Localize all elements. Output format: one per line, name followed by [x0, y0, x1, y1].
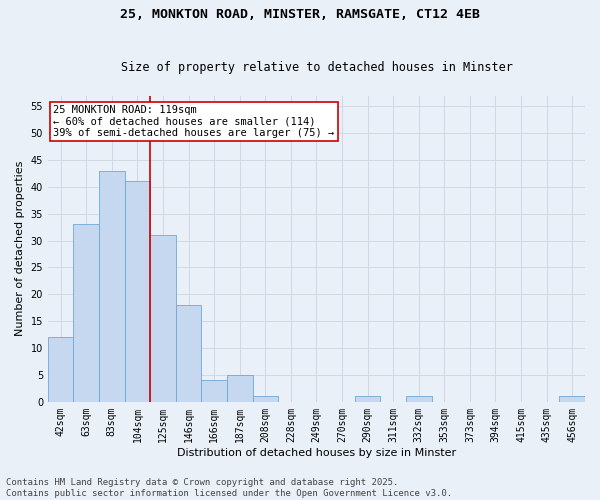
Text: 25, MONKTON ROAD, MINSTER, RAMSGATE, CT12 4EB: 25, MONKTON ROAD, MINSTER, RAMSGATE, CT1…: [120, 8, 480, 20]
Bar: [48, 338, 73, 402]
Title: Size of property relative to detached houses in Minster: Size of property relative to detached ho…: [121, 60, 512, 74]
Bar: [559, 396, 585, 402]
Bar: [227, 375, 253, 402]
Y-axis label: Number of detached properties: Number of detached properties: [15, 161, 25, 336]
Bar: [125, 182, 150, 402]
Bar: [99, 170, 125, 402]
Text: 25 MONKTON ROAD: 119sqm
← 60% of detached houses are smaller (114)
39% of semi-d: 25 MONKTON ROAD: 119sqm ← 60% of detache…: [53, 104, 335, 138]
Bar: [150, 235, 176, 402]
Bar: [176, 305, 202, 402]
X-axis label: Distribution of detached houses by size in Minster: Distribution of detached houses by size …: [177, 448, 456, 458]
Bar: [406, 396, 431, 402]
Bar: [73, 224, 99, 402]
Bar: [355, 396, 380, 402]
Text: Contains HM Land Registry data © Crown copyright and database right 2025.
Contai: Contains HM Land Registry data © Crown c…: [6, 478, 452, 498]
Bar: [253, 396, 278, 402]
Bar: [202, 380, 227, 402]
